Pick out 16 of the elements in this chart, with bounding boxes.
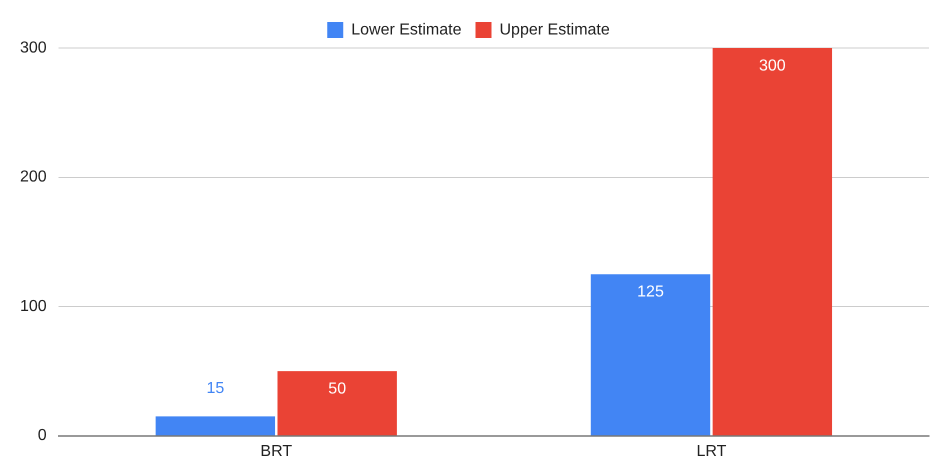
legend-label: Lower Estimate (351, 21, 462, 38)
bar (712, 48, 832, 436)
y-tick-label: 100 (20, 298, 47, 315)
data-label: 50 (328, 380, 346, 398)
x-tick-label: BRT (260, 442, 292, 460)
data-label: 15 (206, 380, 224, 397)
y-tick-label: 200 (20, 168, 47, 186)
legend-label: Upper Estimate (500, 21, 610, 38)
bar (277, 371, 397, 436)
bar (590, 274, 710, 436)
y-tick-label: 0 (38, 427, 47, 444)
data-label: 300 (758, 57, 786, 74)
data-label: 125 (637, 284, 664, 301)
x-tick-label: LRT (696, 442, 727, 460)
bar (156, 416, 276, 436)
y-tick-label: 300 (20, 39, 47, 56)
